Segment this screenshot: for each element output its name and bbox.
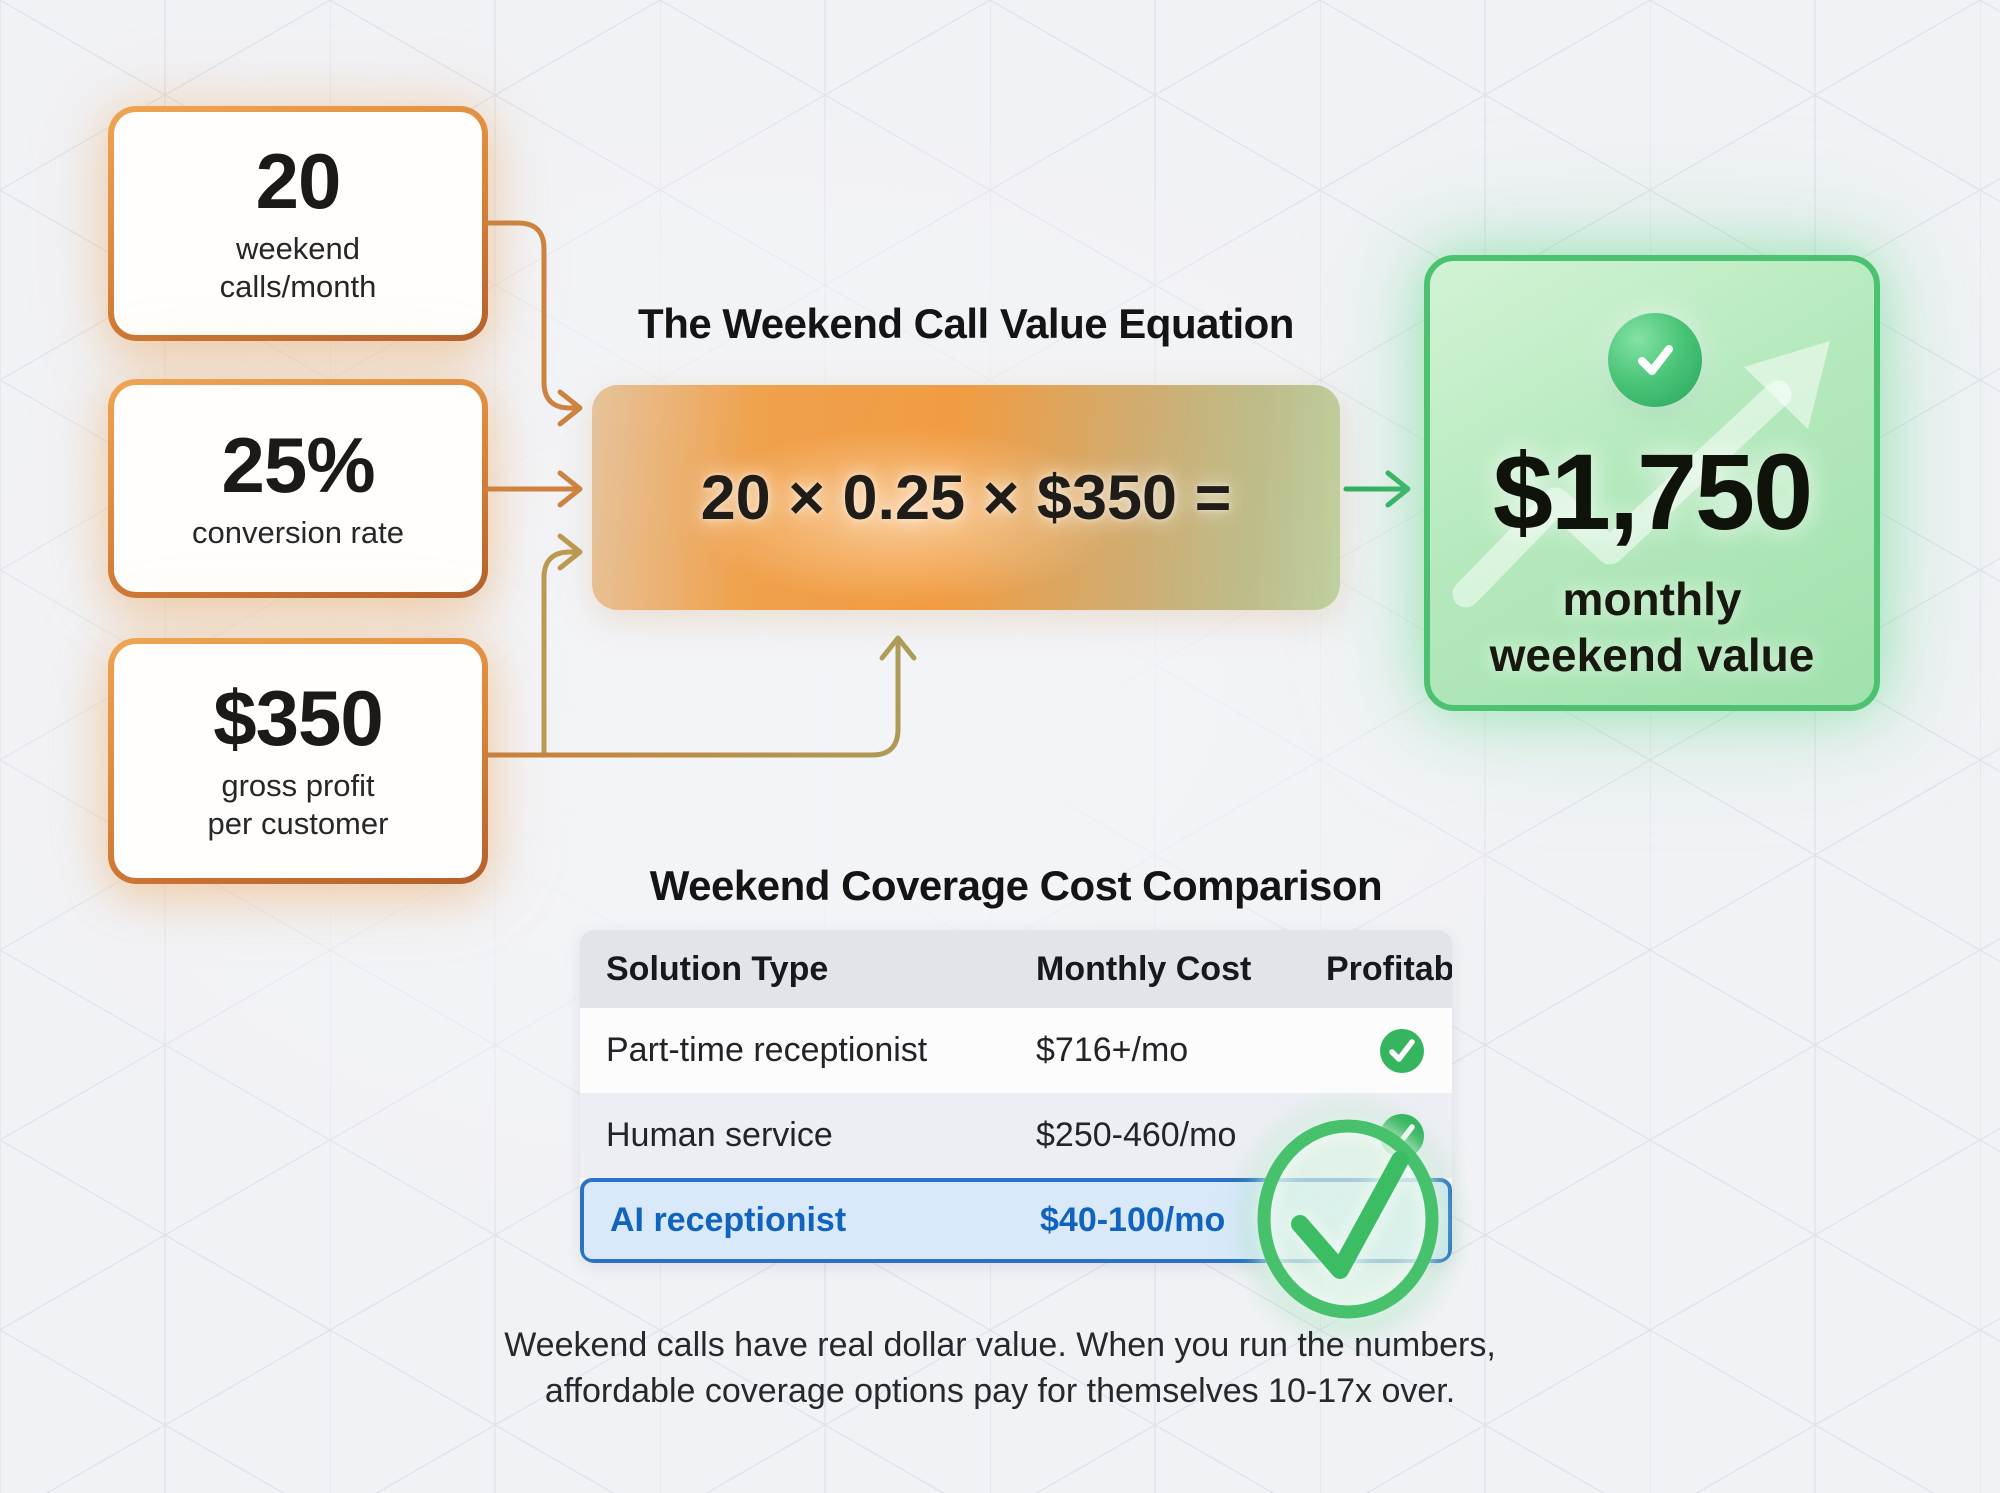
trending-up-arrow-icon: [1452, 341, 1830, 608]
input-box-weekend-calls-inner: 20 weekend calls/month: [114, 112, 482, 335]
checkmark-circle-icon: [1608, 313, 1702, 407]
profitable-check-large-icon: [1257, 1119, 1439, 1319]
equation-box: 20 × 0.25 × $350 =: [592, 385, 1340, 610]
conversion-rate-value: 25%: [221, 420, 375, 509]
monthly-cost: $40-100/mo: [1040, 1201, 1226, 1239]
gross-profit-value: $350: [213, 674, 384, 763]
input-box-gross-profit: $350 gross profit per customer: [108, 638, 488, 884]
footer-line-2: affordable coverage options pay for them…: [544, 1372, 1456, 1411]
result-amount: $1,750: [1492, 431, 1813, 552]
column-header-monthly-cost: Monthly Cost: [1036, 949, 1252, 988]
profitable-check-icon: [1379, 1028, 1425, 1074]
footer-summary: Weekend calls have real dollar value. Wh…: [0, 1322, 2000, 1414]
gross-profit-label: gross profit per customer: [207, 768, 389, 841]
result-box: $1,750 monthly weekend value: [1424, 255, 1880, 711]
comparison-table: Solution Type Monthly Cost Profitable? P…: [580, 930, 1452, 1263]
table-row-part-time-receptionist: Part-time receptionist $716+/mo: [580, 1008, 1452, 1093]
monthly-cost: $716+/mo: [1036, 1031, 1189, 1069]
comparison-table-title: Weekend Coverage Cost Comparison: [649, 862, 1383, 909]
input-box-conversion-rate-inner: 25% conversion rate: [114, 385, 482, 592]
weekend-calls-label: weekend calls/month: [219, 230, 377, 304]
result-label: monthly weekend value: [1489, 573, 1815, 682]
footer-line-1: Weekend calls have real dollar value. Wh…: [504, 1326, 1496, 1364]
monthly-cost: $250-460/mo: [1036, 1116, 1237, 1154]
column-header-profitable: Profitable?: [1326, 949, 1452, 988]
solution-name: AI receptionist: [610, 1201, 847, 1239]
equation-title: The Weekend Call Value Equation: [638, 300, 1294, 347]
input-box-conversion-rate: 25% conversion rate: [108, 379, 488, 598]
column-header-solution-type: Solution Type: [606, 949, 829, 988]
table-header-row: Solution Type Monthly Cost Profitable?: [580, 930, 1452, 1008]
weekend-calls-value: 20: [255, 136, 342, 225]
solution-name: Part-time receptionist: [606, 1031, 928, 1069]
input-box-gross-profit-inner: $350 gross profit per customer: [114, 644, 482, 878]
input-box-weekend-calls: 20 weekend calls/month: [108, 106, 488, 341]
equation-expression: 20 × 0.25 × $350 =: [700, 462, 1232, 533]
solution-name: Human service: [606, 1116, 833, 1154]
conversion-rate-label: conversion rate: [192, 514, 404, 550]
